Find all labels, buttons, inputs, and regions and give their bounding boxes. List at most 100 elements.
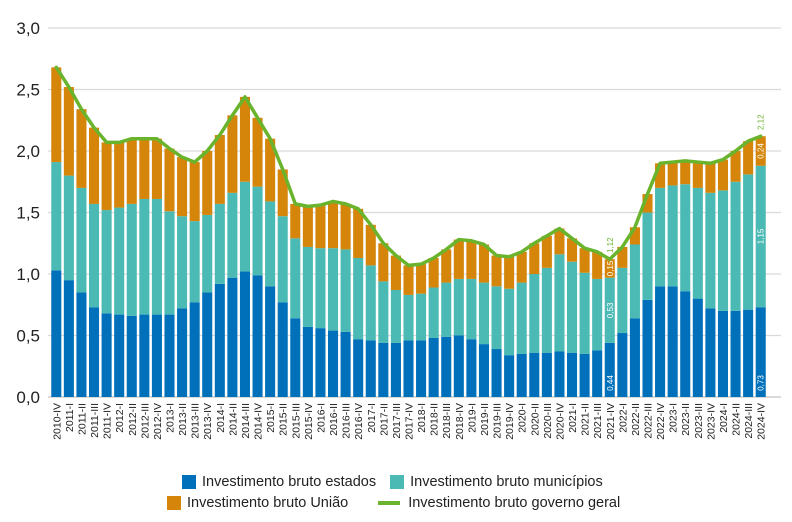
bar-estados — [541, 352, 552, 397]
bar-municipios — [290, 238, 301, 319]
bar-estados — [717, 310, 729, 397]
bar-uniao — [353, 208, 364, 259]
bar-municipios — [88, 203, 100, 308]
data-label: 0,44 — [606, 375, 615, 391]
bar-uniao — [604, 259, 615, 278]
x-tick-label: 2023-IV — [705, 403, 717, 440]
bar-uniao — [516, 251, 527, 283]
bar-uniao — [466, 240, 477, 279]
bar-estados — [365, 340, 376, 397]
x-tick-label: 2018-II — [429, 403, 441, 436]
bar-municipios — [365, 265, 376, 341]
bar-estados — [353, 339, 364, 397]
bar-uniao — [139, 138, 150, 199]
legend-label-uniao: Investimento bruto União — [187, 495, 349, 511]
legend-item-estados: Investimento bruto estados — [182, 474, 376, 490]
x-tick-label: 2019-I — [466, 403, 478, 433]
bar-estados — [491, 349, 502, 397]
bar-estados — [277, 302, 288, 397]
bar-municipios — [541, 267, 552, 353]
bar-estados — [76, 292, 87, 397]
bar-municipios — [390, 289, 401, 343]
x-tick-label: 2019-II — [479, 403, 491, 436]
bar-municipios — [51, 162, 62, 271]
bar-municipios — [617, 267, 628, 334]
bar-uniao — [453, 239, 464, 279]
x-tick-label: 2011-III — [89, 403, 101, 438]
bar-municipios — [428, 287, 439, 338]
x-tick-label: 2018-IV — [454, 403, 466, 440]
bar-uniao — [730, 151, 741, 182]
bar-estados — [416, 340, 427, 397]
bar-uniao — [114, 142, 125, 208]
y-axis: 0,0 0,5 1,0 1,5 2,0 2,5 3,0 — [16, 19, 40, 407]
x-tick-label: 2024-I — [718, 403, 730, 433]
x-tick-label: 2017-II — [378, 403, 390, 436]
bar-uniao — [441, 249, 452, 283]
x-tick-label: 2021-IV — [605, 403, 617, 440]
bar-municipios — [755, 165, 766, 308]
y-tick-label: 0,5 — [16, 327, 40, 346]
legend-swatch-uniao — [167, 496, 181, 510]
x-tick-label: 2012-II — [127, 403, 139, 436]
x-tick-label: 2023-II — [680, 403, 692, 436]
bar-estados — [453, 335, 464, 397]
y-tick-label: 2,0 — [16, 142, 40, 161]
bar-estados — [315, 328, 326, 397]
y-tick-label: 1,0 — [16, 265, 40, 284]
bar-uniao — [541, 235, 552, 268]
y-tick-label: 3,0 — [16, 19, 40, 38]
bar-municipios — [604, 277, 615, 343]
bar-estados — [252, 275, 263, 397]
bar-estados — [667, 286, 678, 397]
bar-municipios — [655, 187, 666, 287]
x-tick-label: 2023-I — [668, 403, 680, 433]
bar-municipios — [126, 203, 137, 316]
bar-municipios — [327, 248, 339, 331]
bar-uniao — [416, 264, 427, 294]
bar-uniao — [491, 255, 502, 287]
bar-estados — [290, 318, 301, 397]
bar-uniao — [63, 87, 74, 176]
x-tick-label: 2011-IV — [102, 403, 114, 439]
bar-municipios — [302, 246, 313, 327]
bar-municipios — [453, 278, 464, 336]
bar-estados — [579, 353, 590, 397]
bar-municipios — [717, 190, 729, 311]
bar-estados — [101, 313, 112, 397]
bar-uniao — [277, 169, 288, 217]
bar-uniao — [705, 163, 716, 193]
x-tick-label: 2021-II — [580, 403, 592, 436]
x-tick-label: 2013-III — [190, 403, 202, 439]
x-tick-label: 2017-IV — [404, 403, 416, 440]
bar-uniao — [315, 205, 326, 249]
bar-estados — [390, 342, 401, 397]
bar-municipios — [227, 192, 238, 278]
x-tick-label: 2017-III — [391, 403, 403, 439]
x-tick-label: 2019-IV — [504, 403, 516, 440]
x-tick-label: 2013-II — [177, 403, 189, 436]
bar-uniao — [617, 246, 628, 268]
bar-municipios — [491, 286, 502, 350]
bar-estados — [629, 318, 640, 397]
bar-uniao — [655, 163, 666, 188]
bar-estados — [88, 307, 100, 397]
bar-uniao — [529, 243, 540, 274]
x-tick-label: 2013-I — [165, 403, 177, 433]
x-tick-label: 2011-II — [76, 403, 88, 435]
bar-uniao — [126, 138, 137, 204]
bar-municipios — [177, 216, 188, 309]
x-tick-label: 2011-I — [64, 403, 76, 432]
bar-uniao — [428, 258, 439, 288]
bar-municipios — [76, 187, 87, 293]
bar-municipios — [139, 198, 150, 315]
bar-estados — [164, 314, 175, 397]
bar-municipios — [692, 187, 703, 299]
bar-uniao — [755, 136, 766, 166]
bar-municipios — [667, 185, 678, 287]
bar-uniao — [101, 142, 112, 211]
x-tick-label: 2019-III — [492, 403, 504, 439]
bar-uniao — [743, 141, 754, 175]
x-tick-label: 2020-II — [529, 403, 541, 436]
bar-estados — [114, 314, 125, 397]
